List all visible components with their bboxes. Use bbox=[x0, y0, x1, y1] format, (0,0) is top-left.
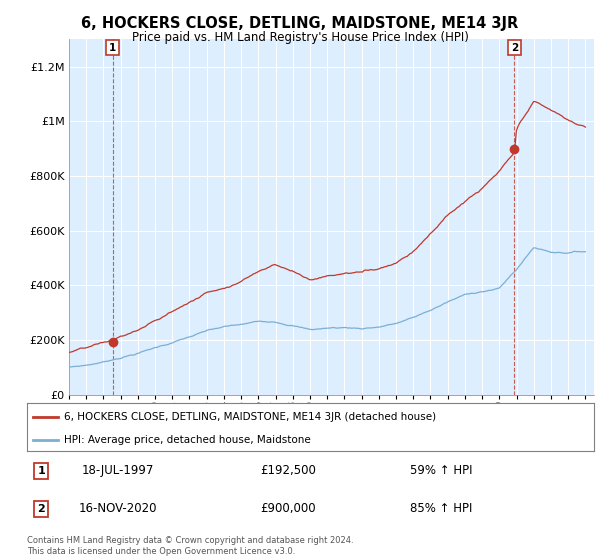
Text: £192,500: £192,500 bbox=[260, 464, 316, 478]
Text: £900,000: £900,000 bbox=[260, 502, 316, 515]
Text: Price paid vs. HM Land Registry's House Price Index (HPI): Price paid vs. HM Land Registry's House … bbox=[131, 31, 469, 44]
Text: 2: 2 bbox=[511, 43, 518, 53]
Text: HPI: Average price, detached house, Maidstone: HPI: Average price, detached house, Maid… bbox=[64, 435, 311, 445]
Text: 6, HOCKERS CLOSE, DETLING, MAIDSTONE, ME14 3JR (detached house): 6, HOCKERS CLOSE, DETLING, MAIDSTONE, ME… bbox=[64, 412, 436, 422]
Text: 59% ↑ HPI: 59% ↑ HPI bbox=[410, 464, 472, 478]
Text: 85% ↑ HPI: 85% ↑ HPI bbox=[410, 502, 472, 515]
Text: 1: 1 bbox=[109, 43, 116, 53]
Text: Contains HM Land Registry data © Crown copyright and database right 2024.
This d: Contains HM Land Registry data © Crown c… bbox=[27, 536, 353, 556]
Text: 6, HOCKERS CLOSE, DETLING, MAIDSTONE, ME14 3JR: 6, HOCKERS CLOSE, DETLING, MAIDSTONE, ME… bbox=[82, 16, 518, 31]
Text: 18-JUL-1997: 18-JUL-1997 bbox=[82, 464, 154, 478]
Text: 16-NOV-2020: 16-NOV-2020 bbox=[79, 502, 157, 515]
Text: 2: 2 bbox=[37, 504, 45, 514]
Text: 1: 1 bbox=[37, 466, 45, 476]
